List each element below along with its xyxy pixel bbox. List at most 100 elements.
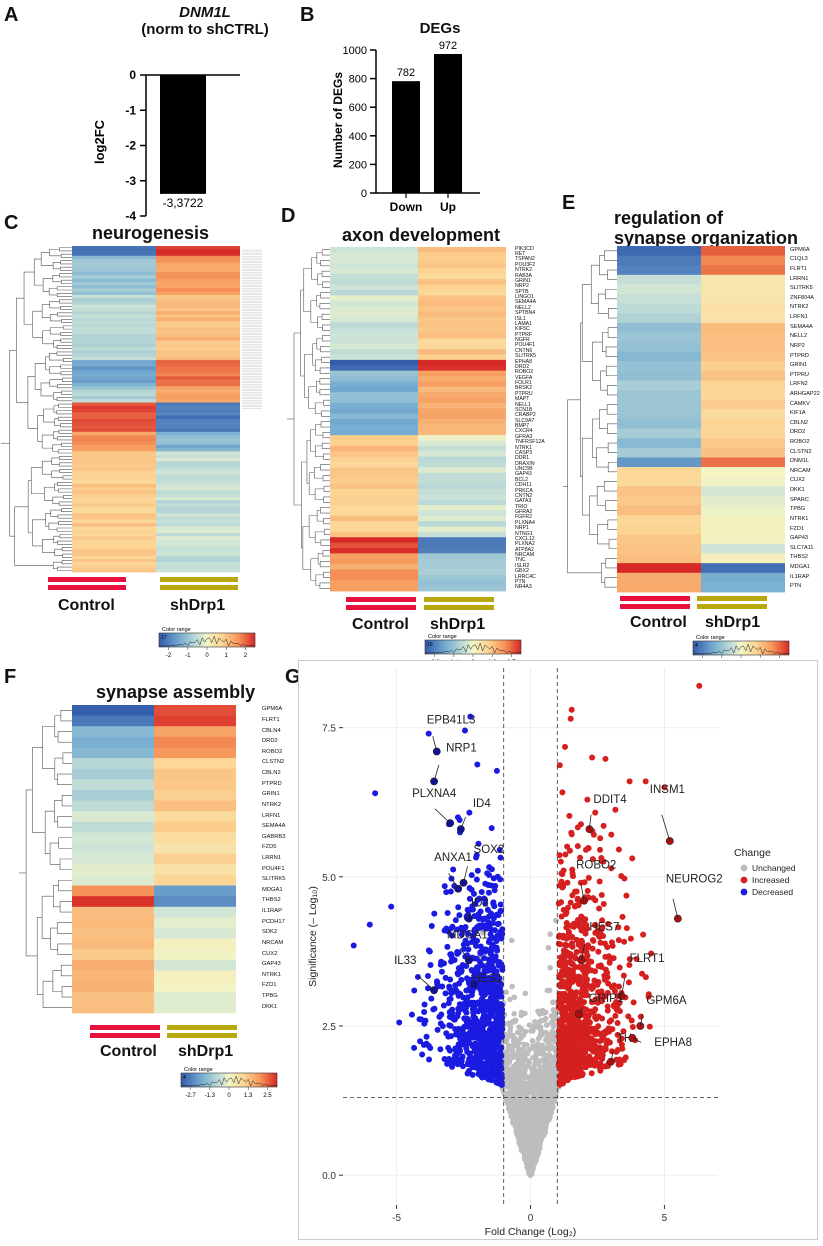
panel-e-cell-shdrp1 <box>701 342 785 353</box>
panel-f-dendro-link <box>56 922 72 934</box>
panel-g-point-unchanged <box>533 1021 540 1028</box>
gene-label: PTPRD <box>262 780 282 787</box>
panel-f-shdrp1-bar <box>167 1025 237 1030</box>
gene-label: THBS2 <box>790 554 809 561</box>
panel-f-dendro-link <box>41 895 54 939</box>
panel-e-cell-shdrp1 <box>701 284 785 295</box>
panel-d-dendrogram <box>287 249 330 589</box>
panel-f-cell-control <box>72 821 154 833</box>
panel-c-dendro-link <box>60 423 72 428</box>
panel-e-cell-control <box>617 486 701 497</box>
panel-d-cell-shdrp1 <box>418 316 506 323</box>
panel-a-bar <box>160 75 206 194</box>
panel-d-cell-shdrp1 <box>418 548 506 554</box>
panel-g-point-increased <box>568 706 575 713</box>
panel-g-point-increased <box>583 969 590 976</box>
panel-g-point-decreased <box>455 904 462 911</box>
panel-e-cell-control <box>617 284 701 295</box>
panel-f-cell-control <box>72 1002 154 1014</box>
gene-label: ISLR2 <box>515 562 530 569</box>
panel-g-labeled-point <box>464 956 473 965</box>
panel-g-point-unchanged <box>531 1106 537 1112</box>
panel-e-dendro-link <box>597 524 610 545</box>
panel-g-point-unchanged <box>542 1029 549 1036</box>
panel-g-point-decreased <box>487 1037 494 1044</box>
panel-d-cell-control <box>330 569 418 576</box>
panel-c-dendro-link <box>59 534 72 539</box>
panel-f-dendro-link <box>57 773 72 785</box>
panel-g-point-decreased <box>463 997 470 1004</box>
gene-label: RAB3A <box>515 272 533 279</box>
panel-d-dendro-link <box>321 313 330 320</box>
panel-e-dendro-link <box>597 293 609 314</box>
panel-g-point-unchanged <box>526 1046 533 1053</box>
panel-g-point-decreased <box>495 1065 502 1072</box>
panel-a-ytick-label: -3 <box>125 174 136 188</box>
panel-f-cell-control <box>72 747 154 759</box>
panel-c-dendro-link <box>62 377 72 382</box>
gene-label: CBLN4 <box>262 727 281 734</box>
panel-g-point-increased <box>626 956 633 963</box>
panel-d-cell-shdrp1 <box>418 499 506 506</box>
panel-f-cell-shdrp1 <box>154 747 236 759</box>
panel-g-labeled-point <box>430 777 438 786</box>
panel-f-dendro-link <box>53 885 61 908</box>
panel-g-point-decreased <box>469 1071 476 1078</box>
panel-g-label-connector <box>672 898 679 919</box>
legend-gradient <box>692 640 790 656</box>
panel-c-dendro-link <box>49 314 62 322</box>
panel-c-dendro-link <box>53 535 60 543</box>
panel-c-cell-shdrp1 <box>156 448 240 452</box>
gene-label: CASP3 <box>515 449 533 456</box>
panel-c-cell-shdrp1 <box>156 457 240 462</box>
panel-e-cell-control <box>617 390 701 401</box>
panel-d-cell-control <box>330 462 418 468</box>
panel-g-point-increased <box>589 1009 596 1016</box>
panel-c-cell-control <box>72 402 156 407</box>
panel-d-cell-control <box>330 300 418 307</box>
panel-g-point-increased <box>595 979 602 986</box>
panel-c-cell-control <box>72 294 156 299</box>
panel-d-cell-shdrp1 <box>418 333 506 339</box>
panel-g-point-decreased <box>486 983 493 990</box>
panel-e-dendrogram <box>563 250 617 588</box>
panel-c-cell-control <box>72 399 156 403</box>
panel-c-cell-shdrp1 <box>156 275 240 279</box>
panel-f-cell-control <box>72 981 154 993</box>
panel-e-dendro-link <box>580 322 583 477</box>
panel-c-dendro-link <box>58 488 72 493</box>
panel-g-point-unchanged <box>533 1125 540 1132</box>
panel-e-cell-control <box>617 322 701 333</box>
gene-label: CDH11 <box>515 482 532 489</box>
panel-c-cell-control <box>72 555 156 560</box>
panel-c-cell-shdrp1 <box>156 360 240 364</box>
panel-g-point-decreased <box>499 926 506 933</box>
panel-c-cell-control <box>72 246 156 250</box>
panel-g-point-decreased <box>473 1028 480 1035</box>
panel-g-point-unchanged <box>535 1050 542 1056</box>
panel-g-point-decreased <box>488 944 495 951</box>
panel-c-cell-control <box>72 536 156 540</box>
panel-f-dendro-link <box>42 980 72 1008</box>
panel-g-point-decreased <box>488 960 495 967</box>
panel-g-point-increased <box>623 892 630 899</box>
panel-d-cell-shdrp1 <box>418 381 506 388</box>
gene-label: SLITRK5 <box>515 353 537 360</box>
gene-label: TNFRSF12A <box>515 439 545 446</box>
panel-label-b: B <box>300 4 315 26</box>
gene-label: LRFN1 <box>790 314 808 321</box>
panel-c-cell-shdrp1 <box>156 265 240 270</box>
panel-e-cell-control <box>617 332 701 343</box>
panel-c-cell-shdrp1 <box>156 301 240 306</box>
panel-d-cell-control <box>330 494 418 501</box>
panel-c-dendro-link <box>53 431 59 439</box>
panel-c-cell-control <box>72 516 156 521</box>
panel-g-point-decreased <box>457 991 464 998</box>
panel-c-dendro-link <box>51 457 60 465</box>
panel-g-point-unchanged <box>519 1136 525 1143</box>
panel-d-cell-shdrp1 <box>418 376 506 382</box>
panel-g-point-increased <box>575 941 582 948</box>
panel-d-dendro-link <box>320 539 330 546</box>
panel-g-point-increased <box>606 1018 613 1025</box>
panel-c-dendro-link <box>57 540 72 545</box>
